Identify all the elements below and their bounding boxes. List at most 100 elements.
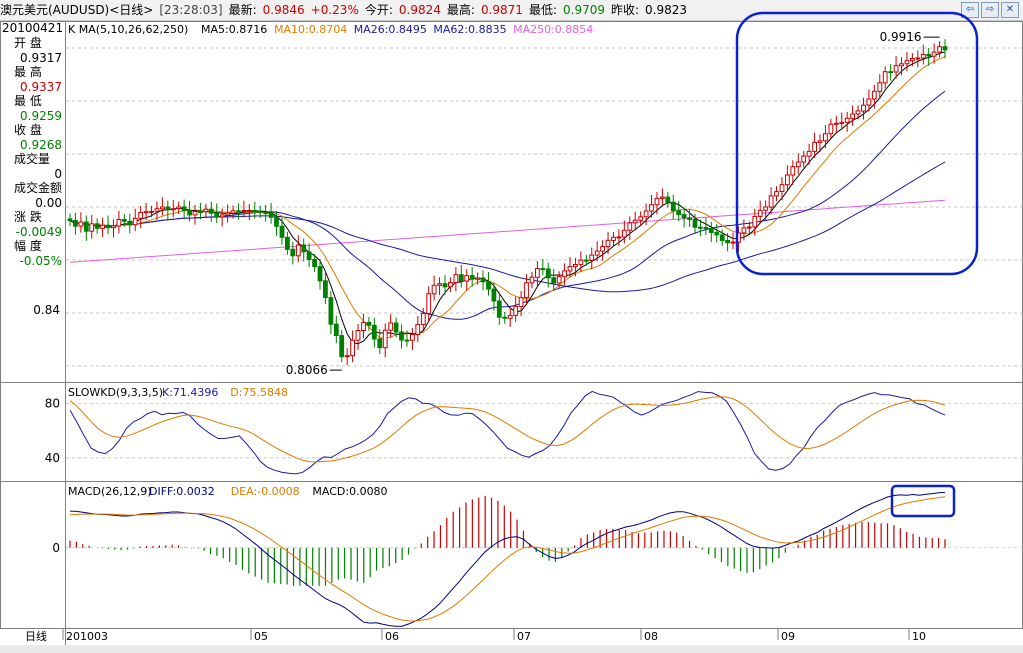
close-icon[interactable]: ✕ [1001, 2, 1019, 18]
candle-body [160, 206, 165, 210]
candle-body [393, 322, 399, 333]
candle-body [698, 226, 703, 229]
candle-body [138, 211, 144, 219]
prev-arrow-icon[interactable]: ⇦ [961, 2, 979, 18]
candle-body [790, 166, 796, 176]
macd-y-tick: 0 [52, 541, 60, 555]
candle-body [654, 197, 660, 206]
candle-body [78, 221, 84, 227]
price-header: K MA(5,10,26,62,250) [68, 23, 188, 36]
candle-body [67, 218, 73, 221]
candle-body [105, 224, 111, 229]
candle-body [274, 216, 279, 227]
candle-body [404, 339, 410, 342]
info-panel: 20100421 开 盘 0.9317 最 高 0.9337 最 低 0.925… [0, 21, 64, 268]
candle-body [583, 259, 589, 262]
candle-body [757, 209, 763, 217]
candle-body [94, 223, 100, 229]
kd-y-tick: 40 [45, 451, 60, 465]
x-axis-label: 05 [254, 630, 268, 643]
ma-legend-item: MA62:0.8835 [433, 23, 506, 36]
candle-body [518, 297, 524, 307]
ma-legend-item: MA26:0.8495 [354, 23, 427, 36]
ma-legend-item: MA5:0.8716 [201, 23, 267, 36]
candle-body [611, 236, 616, 241]
candle-body [165, 206, 171, 211]
info-value-amount: 0.00 [35, 196, 62, 210]
candle-body [464, 275, 470, 282]
candle-body [910, 58, 915, 62]
candle-body [692, 219, 698, 228]
info-label-close: 收 盘 [14, 123, 42, 137]
candle-body [377, 338, 383, 349]
candle-body [475, 277, 481, 280]
candle-body [339, 335, 345, 358]
candle-body [763, 206, 769, 211]
window-buttons: ⇦ ⇨ ✕ [961, 2, 1019, 18]
candle-body [556, 276, 562, 284]
candle-body [355, 330, 361, 341]
last-price-value: 0.9846 [262, 3, 305, 17]
x-axis-label: 日线 [25, 629, 47, 643]
candle-body [116, 219, 122, 227]
candle-body [149, 210, 154, 213]
candle-body [801, 155, 807, 163]
candle-body [703, 227, 709, 230]
candle-body [132, 217, 138, 226]
candle-body [649, 204, 654, 212]
candle-body [187, 210, 192, 216]
candle-body [638, 216, 644, 221]
candle-body [741, 227, 747, 234]
candle-body [502, 316, 508, 319]
candle-body [926, 53, 932, 57]
candle-body [350, 339, 356, 357]
candle-body [203, 208, 209, 213]
candle-body [257, 210, 263, 214]
candle-body [486, 281, 491, 290]
info-value-open: 0.9317 [20, 51, 62, 65]
candle-body [268, 212, 274, 218]
candle-body [931, 51, 937, 57]
candle-body [774, 191, 779, 197]
candle-body [453, 274, 459, 284]
candle-body [562, 270, 568, 278]
candle-body [524, 282, 529, 299]
candle-body [181, 206, 187, 212]
candle-body [551, 277, 557, 284]
candle-body [480, 277, 486, 283]
info-value-high: 0.9337 [20, 80, 62, 94]
candle-body [578, 259, 584, 265]
candle-body [285, 236, 290, 250]
candle-body [328, 297, 334, 325]
candle-body [665, 196, 671, 203]
candle-body [866, 98, 872, 106]
candle-body [306, 251, 312, 260]
info-label-volume: 成交量 [14, 152, 51, 166]
candle-body [795, 161, 801, 168]
candle-body [621, 229, 627, 238]
status-bar [0, 645, 1023, 653]
ma26-line [69, 90, 946, 320]
instrument-name: 澳元美元(AUDUSD)<日线> [0, 3, 154, 17]
candle-body [491, 288, 497, 302]
candle-body [861, 104, 866, 112]
kd-series-D [69, 396, 946, 463]
candle-body [844, 117, 850, 123]
candle-body [154, 208, 160, 212]
candle-body [230, 210, 236, 214]
candle-body [225, 212, 230, 216]
highlight-macd-box [890, 484, 956, 518]
prev-close-value: 0.9823 [645, 3, 688, 17]
candle-body [323, 280, 328, 298]
candle-body [344, 355, 350, 358]
candle-body [746, 226, 752, 229]
x-axis-label: 06 [385, 630, 399, 643]
candle-body [681, 214, 687, 219]
next-arrow-icon[interactable]: ⇨ [981, 2, 999, 18]
candle-body [252, 210, 258, 212]
info-label-range: 幅 度 [14, 239, 42, 253]
candle-body [241, 210, 247, 212]
candle-body [567, 266, 573, 272]
candle-body [812, 141, 818, 152]
